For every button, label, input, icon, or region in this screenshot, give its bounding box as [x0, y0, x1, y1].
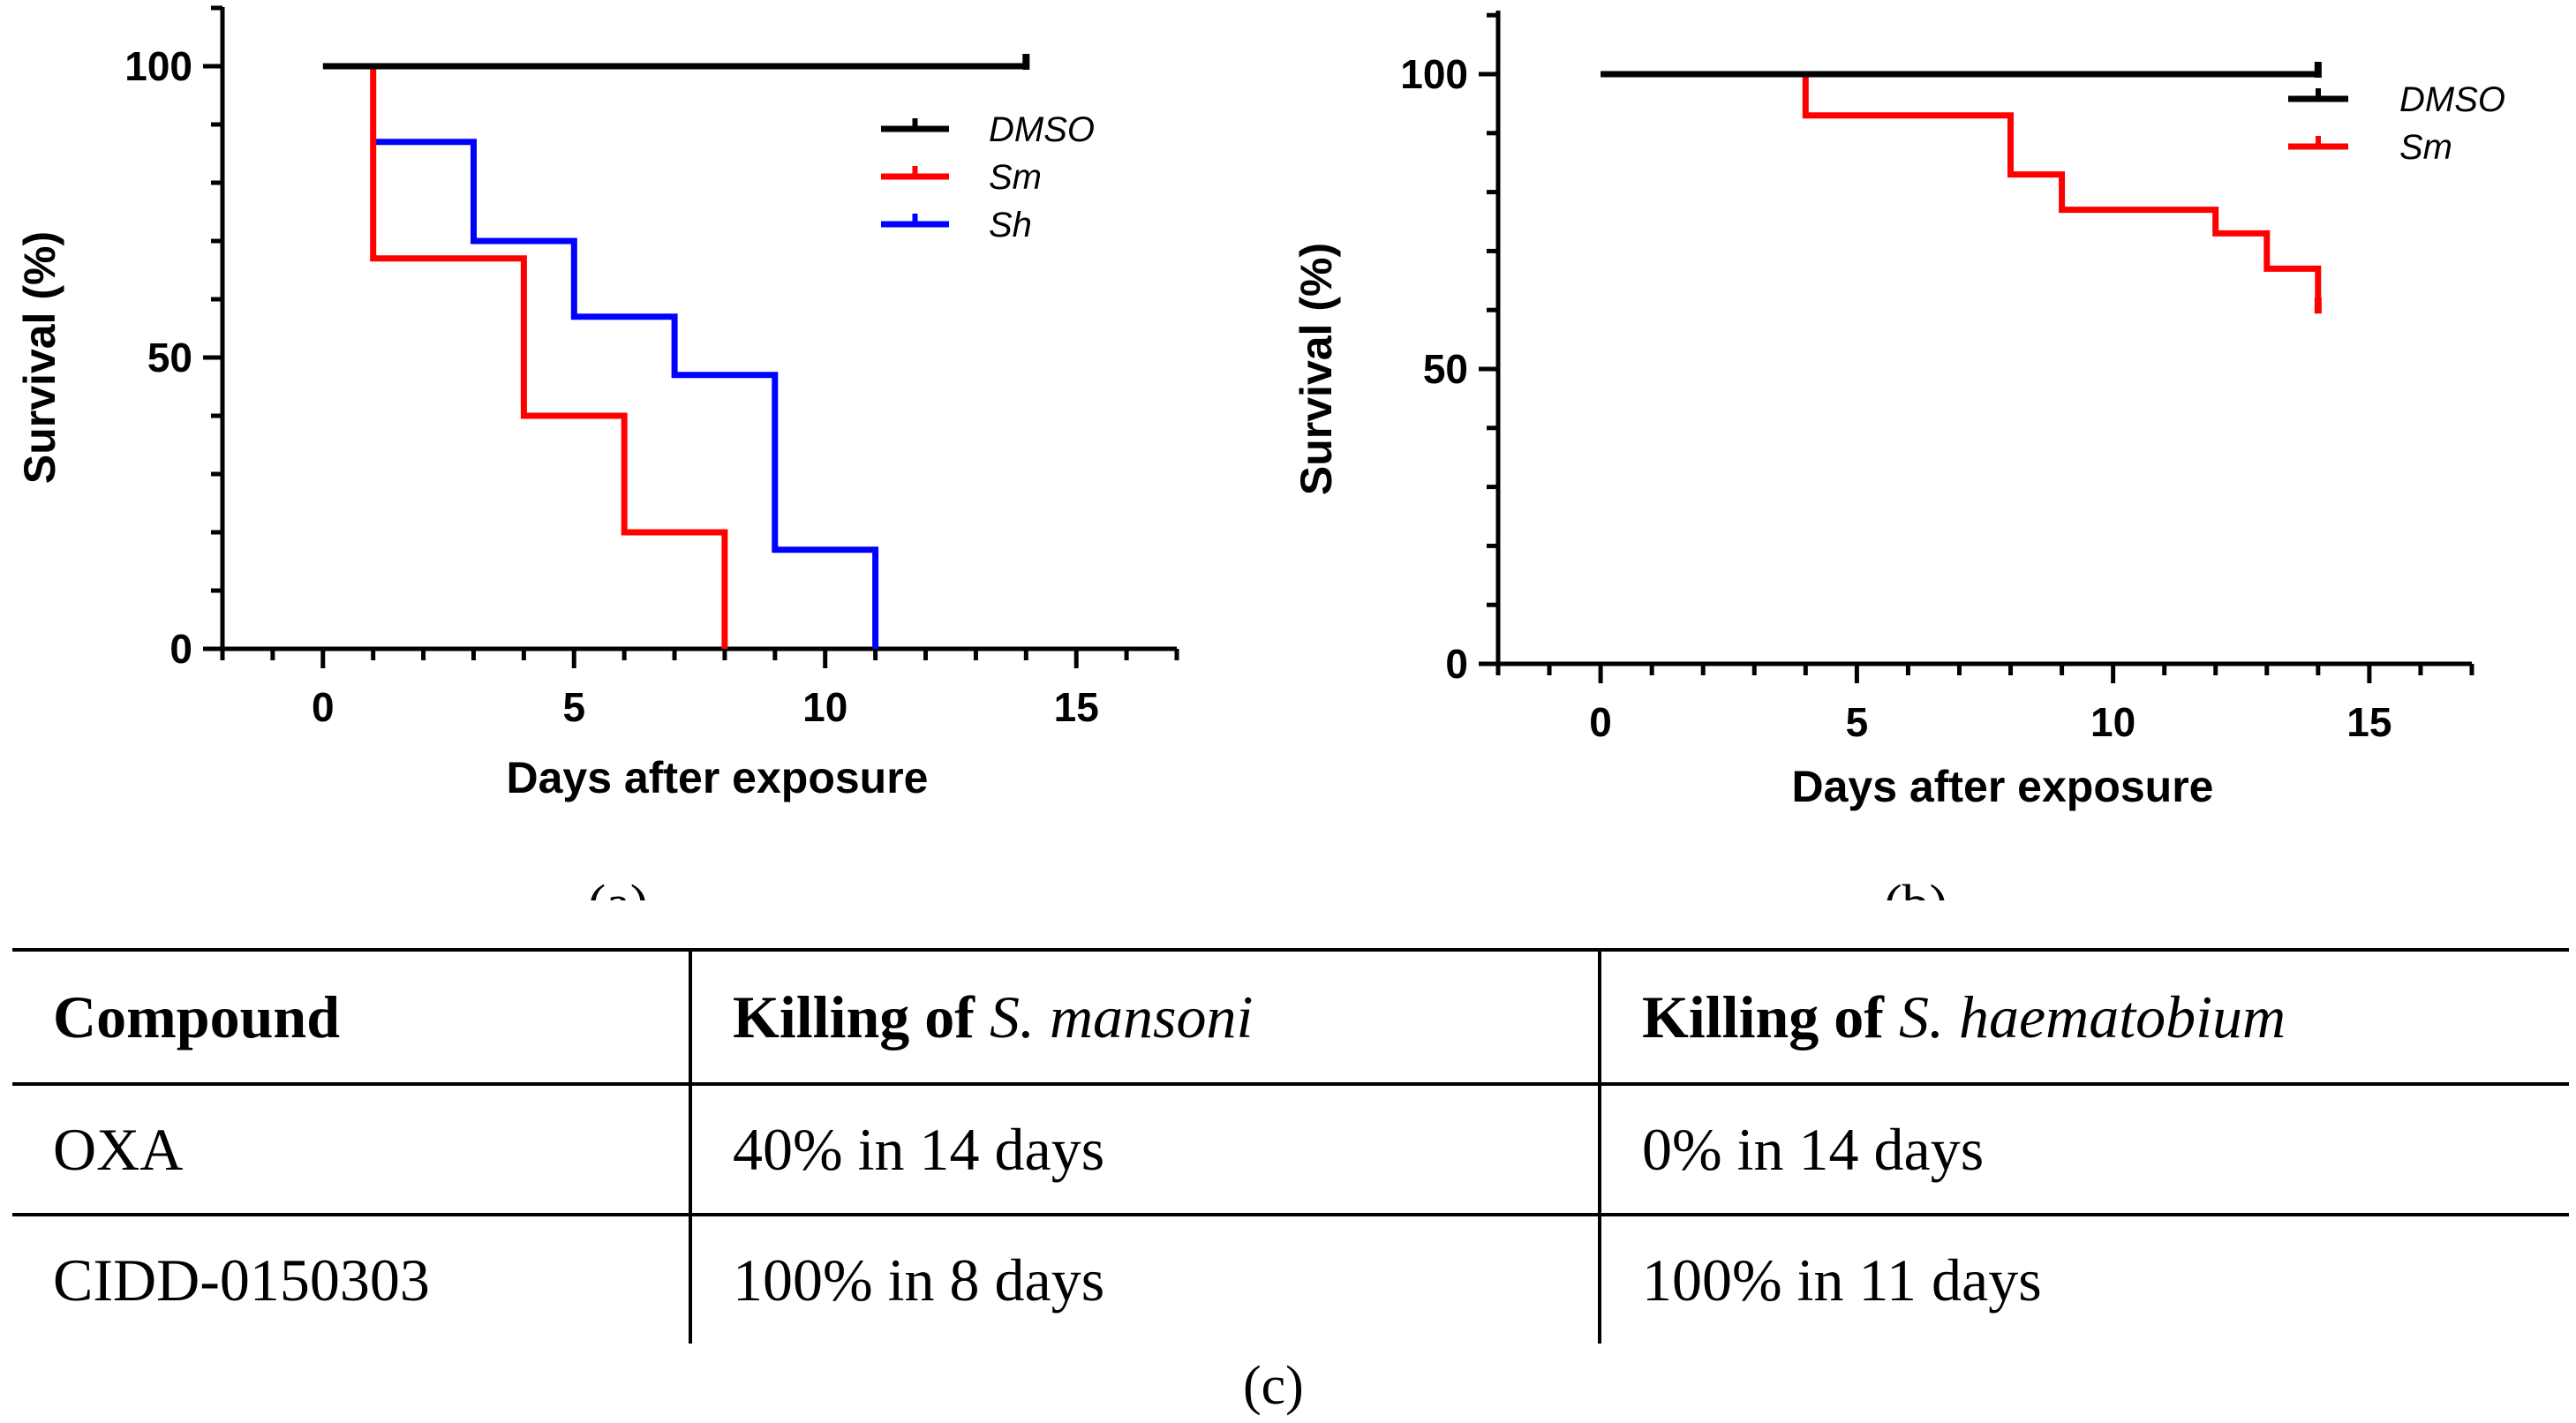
legend-dmso-label: DMSO: [989, 110, 1095, 149]
legend-sm-label: Sm: [2399, 128, 2452, 167]
series-sm-line: [1802, 74, 2322, 311]
chart-panel-b: 0 50 100 0 5 10 15 Days after exposure Survival …: [1292, 11, 2505, 900]
x-tick-label: 10: [2090, 699, 2135, 745]
y-tick-label: 50: [1423, 346, 1468, 392]
legend-dmso-label: DMSO: [2399, 80, 2505, 119]
series-sm-line: [370, 66, 728, 649]
header-killing-mansoni: Killing of S. mansoni: [690, 948, 1601, 1086]
series-sh-line: [373, 139, 879, 649]
chart-panel-a: 0 50 100 0 5 10 15 Days after exposure Survival …: [15, 5, 1179, 900]
results-table: Compound Killing of S. mansoni Killing o…: [12, 948, 2569, 1344]
y-tick-label: 0: [169, 626, 192, 672]
x-tick-label: 15: [1054, 684, 1099, 730]
x-axis-title: Days after exposure: [506, 753, 928, 802]
x-tick-label: 5: [562, 684, 585, 730]
x-tick-label: 0: [1589, 699, 1612, 745]
cell-haematobium: 0% in 14 days: [1600, 1084, 2569, 1216]
y-tick-label: 100: [1400, 51, 1468, 97]
cell-compound: CIDD-0150303: [12, 1215, 692, 1344]
x-tick-label: 10: [802, 684, 847, 730]
cell-haematobium: 100% in 11 days: [1642, 1246, 2042, 1314]
y-tick-label: 50: [147, 335, 192, 380]
cell-compound: OXA: [12, 1084, 692, 1216]
y-axis-title: Survival (%): [1292, 243, 1341, 495]
cell-mansoni: 100% in 8 days: [690, 1215, 1601, 1344]
x-axis-title: Days after exposure: [1791, 762, 2213, 811]
legend-sh-label: Sh: [989, 206, 1032, 245]
table-row: CIDD-0150303 100% in 8 days 100% in 11 d…: [12, 1215, 2569, 1344]
panel-label-b: (b): [1884, 875, 1947, 900]
legend-sm-label: Sm: [989, 158, 1042, 197]
y-axis-title: Survival (%): [15, 231, 64, 484]
table-header-row: Compound Killing of S. mansoni Killing o…: [12, 948, 2569, 1086]
table-row: OXA 40% in 14 days 0% in 14 days: [12, 1084, 2569, 1216]
y-tick-label: 0: [1445, 641, 1468, 687]
y-tick-label: 100: [124, 43, 192, 89]
header-killing-haematobium: Killing of S. haematobium: [1600, 948, 2569, 1086]
header-compound: Compound: [12, 948, 692, 1086]
panel-label-c: (c): [1243, 1356, 1304, 1416]
x-tick-label: 0: [312, 684, 335, 730]
x-tick-label: 5: [1846, 699, 1869, 745]
cell-mansoni: 40% in 14 days: [690, 1084, 1601, 1216]
panel-label-a: (a): [588, 875, 649, 900]
x-tick-label: 15: [2346, 699, 2391, 745]
